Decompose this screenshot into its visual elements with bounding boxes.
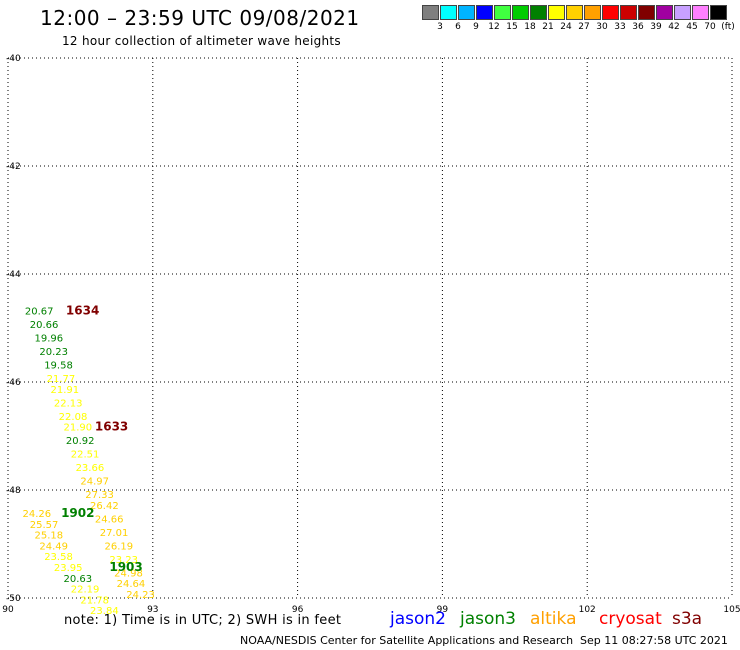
wave-height-label: 21.78	[80, 595, 109, 606]
satellite-legend-jason3: jason3	[460, 609, 516, 629]
wave-height-label: 22.51	[71, 450, 100, 461]
color-scale-label: 6	[455, 22, 461, 32]
color-scale-label: 12	[488, 22, 500, 32]
wave-height-label: 24.98	[114, 568, 143, 579]
lon-label: 102	[579, 605, 596, 615]
wave-height-label: 22.08	[59, 412, 88, 423]
wave-height-label: 22.13	[54, 398, 83, 409]
wave-height-label: 24.23	[126, 590, 155, 601]
color-scale-swatch	[476, 5, 493, 20]
color-scale-swatch	[584, 5, 601, 20]
color-scale-swatch	[692, 5, 709, 20]
color-scale-swatch	[512, 5, 529, 20]
wave-height-label: 22.19	[71, 585, 100, 596]
color-scale-label: 36	[632, 22, 644, 32]
lon-label: 90	[2, 605, 14, 615]
color-scale-label: 15	[506, 22, 518, 32]
pass-time-label: 1902	[61, 506, 94, 520]
color-scale-swatch	[638, 5, 655, 20]
wave-height-label: 27.01	[100, 528, 129, 539]
wave-height-label: 26.19	[105, 541, 134, 552]
wave-height-label: 21.91	[50, 385, 79, 396]
wave-height-label: 20.92	[66, 436, 95, 447]
lat-label: -50	[6, 594, 21, 604]
color-scale-swatch	[548, 5, 565, 20]
wave-height-label: 21.90	[64, 423, 93, 434]
color-scale-label: 45	[686, 22, 698, 32]
color-scale-label: 3	[437, 22, 443, 32]
lon-label: 99	[437, 605, 449, 615]
wave-height-label: 19.58	[44, 361, 73, 372]
color-scale-label: (ft)	[721, 22, 735, 32]
wave-height-label: 23.58	[44, 552, 73, 563]
wave-height-label: 26.42	[90, 501, 119, 512]
map-title: 12:00 – 23:59 UTC 09/08/2021	[40, 6, 360, 30]
credit-line: NOAA/NESDIS Center for Satellite Applica…	[240, 634, 574, 647]
lat-label: -40	[6, 54, 21, 64]
wave-height-label: 21.77	[47, 374, 76, 385]
color-scale-swatch	[566, 5, 583, 20]
lon-label: 105	[723, 605, 740, 615]
wave-height-label: 20.63	[64, 574, 93, 585]
color-scale-label: 21	[542, 22, 554, 32]
wave-height-label: 20.23	[39, 347, 68, 358]
color-scale-label: 18	[524, 22, 536, 32]
wave-height-label: 23.66	[76, 463, 105, 474]
color-scale-label: 30	[596, 22, 608, 32]
wave-height-label: 24.26	[22, 509, 51, 520]
color-scale	[422, 5, 728, 20]
pass-time-label: 1903	[109, 560, 142, 574]
color-scale-swatch	[620, 5, 637, 20]
wave-height-label: 27.33	[85, 490, 114, 501]
color-scale-label: 24	[560, 22, 572, 32]
color-scale-label: 39	[650, 22, 662, 32]
color-scale-swatch	[422, 5, 439, 20]
color-scale-label: 70	[704, 22, 716, 32]
wave-height-label: 24.97	[80, 477, 109, 488]
wave-height-label: 19.96	[35, 334, 64, 345]
color-scale-swatch	[656, 5, 673, 20]
wave-height-label: 25.18	[35, 531, 64, 542]
wave-height-label: 24.49	[39, 541, 68, 552]
lat-label: -42	[6, 162, 21, 172]
color-scale-label: 9	[473, 22, 479, 32]
wave-height-label: 23.23	[109, 555, 138, 566]
wave-height-label: 24.64	[117, 579, 146, 590]
wave-height-label: 20.66	[30, 320, 59, 331]
color-scale-label: 42	[668, 22, 680, 32]
color-scale-swatch	[710, 5, 727, 20]
wave-height-label: 23.95	[54, 563, 83, 574]
wave-height-label: 25.57	[30, 520, 59, 531]
pass-time-label: 1633	[95, 420, 128, 434]
satellite-legend-cryosat: cryosat	[599, 609, 662, 629]
wave-height-label: 20.67	[25, 307, 54, 318]
wave-height-label: 23.84	[90, 606, 119, 617]
satellite-legend-altika: altika	[530, 609, 577, 629]
map-subtitle: 12 hour collection of altimeter wave hei…	[62, 34, 341, 48]
pass-time-label: 1634	[66, 304, 99, 318]
color-scale-label: 27	[578, 22, 590, 32]
color-scale-swatch	[674, 5, 691, 20]
color-scale-swatch	[458, 5, 475, 20]
color-scale-swatch	[602, 5, 619, 20]
lat-label: -48	[6, 486, 21, 496]
color-scale-swatch	[530, 5, 547, 20]
wave-height-label: 24.66	[95, 514, 124, 525]
color-scale-swatch	[494, 5, 511, 20]
color-scale-swatch	[440, 5, 457, 20]
footer-note: note: 1) Time is in UTC; 2) SWH is in fe…	[64, 613, 342, 628]
color-scale-label: 33	[614, 22, 626, 32]
lat-label: -44	[6, 270, 21, 280]
lon-label: 93	[147, 605, 158, 615]
lat-label: -46	[6, 378, 21, 388]
lon-label: 96	[292, 605, 304, 615]
satellite-legend-s3a: s3a	[672, 609, 703, 629]
generation-timestamp: Sep 11 08:27:58 UTC 2021	[580, 634, 728, 647]
satellite-legend-jason2: jason2	[390, 609, 446, 629]
